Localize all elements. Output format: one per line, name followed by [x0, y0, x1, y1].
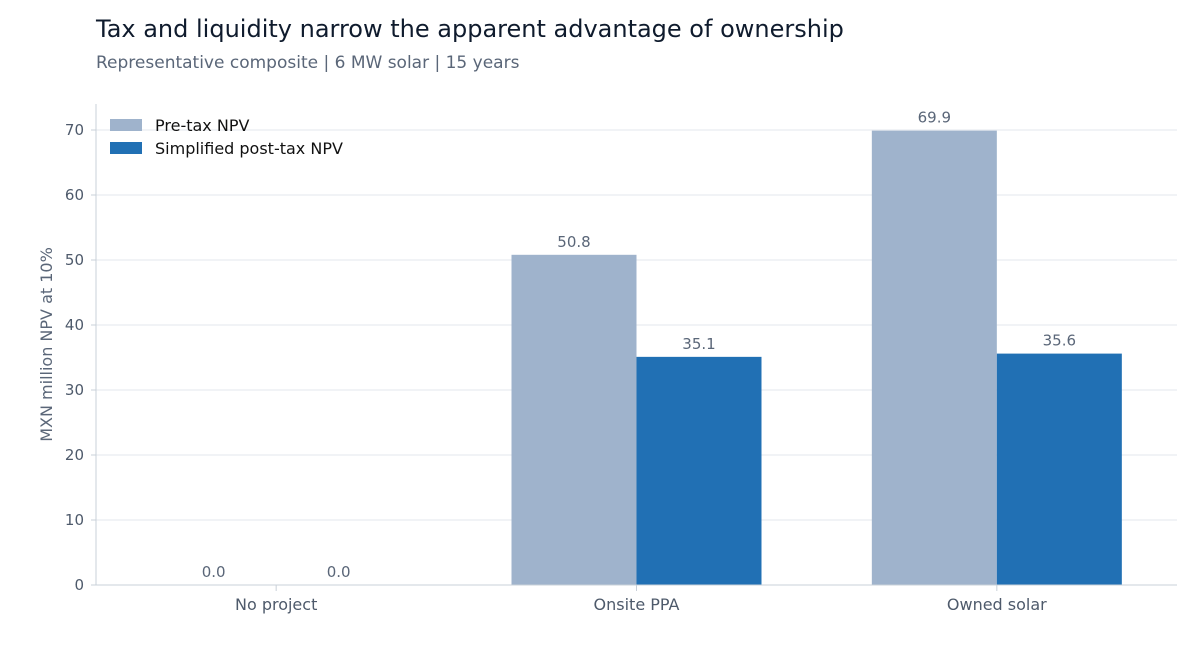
legend-swatch-pre-tax [110, 119, 142, 131]
bar-pre-tax-npv-onsite-ppa [511, 254, 637, 586]
data-label-pre-tax-npv-onsite-ppa: 50.8 [557, 233, 590, 251]
x-tick-label-no-project: No project [235, 595, 317, 614]
y-tick-label: 50 [65, 251, 84, 269]
y-tick-label: 30 [65, 381, 84, 399]
y-tick-label: 60 [65, 186, 84, 204]
data-label-pre-tax-npv-owned-solar: 69.9 [918, 109, 951, 127]
bars [511, 130, 1122, 586]
bar-simplified-post-tax-npv-owned-solar [996, 353, 1122, 585]
chart-subtitle: Representative composite | 6 MW solar | … [96, 53, 520, 73]
legend-label-pre-tax: Pre-tax NPV [155, 116, 249, 135]
y-tick-label: 0 [74, 576, 84, 594]
bar-pre-tax-npv-owned-solar [871, 130, 997, 585]
legend: Pre-tax NPV Simplified post-tax NPV [110, 116, 343, 158]
y-tick-label: 20 [65, 446, 84, 464]
x-tick-label-owned-solar: Owned solar [947, 595, 1047, 614]
tick-labels: 0 10 20 30 40 50 60 70 No project Onsite PPA Owned… [65, 121, 1047, 614]
y-tick-label: 70 [65, 121, 84, 139]
y-tick-label: 40 [65, 316, 84, 334]
y-tick-label: 10 [65, 511, 84, 529]
data-label-pre-tax-npv-no-project: 0.0 [202, 563, 226, 581]
data-labels: 0.0 0.0 50.8 35.1 69.9 35.6 [202, 109, 1076, 581]
y-axis-label: MXN million NPV at 10% [37, 247, 56, 442]
data-label-simplified-post-tax-npv-no-project: 0.0 [327, 563, 351, 581]
data-label-simplified-post-tax-npv-onsite-ppa: 35.1 [682, 335, 715, 353]
chart-title: Tax and liquidity narrow the apparent ad… [95, 15, 844, 43]
x-tick-label-onsite-ppa: Onsite PPA [594, 595, 680, 614]
bar-simplified-post-tax-npv-onsite-ppa [636, 356, 762, 585]
data-label-simplified-post-tax-npv-owned-solar: 35.6 [1043, 332, 1076, 350]
legend-swatch-post-tax [110, 142, 142, 154]
legend-label-post-tax: Simplified post-tax NPV [155, 139, 343, 158]
